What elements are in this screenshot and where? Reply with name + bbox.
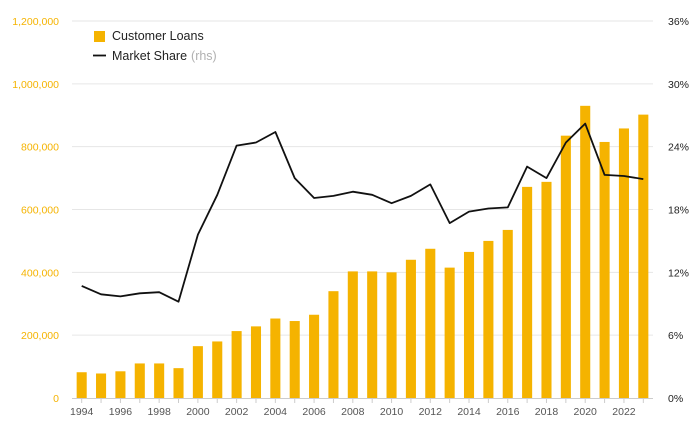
y-right-tick-label: 36% [668, 16, 689, 28]
x-tick-label: 2012 [419, 406, 443, 418]
y-right-tick-label: 0% [668, 393, 683, 405]
y-left-tick-label: 1,200,000 [12, 16, 59, 28]
bar [76, 372, 87, 398]
bar [212, 341, 223, 398]
bar [483, 240, 494, 398]
x-tick-label: 2014 [457, 406, 481, 418]
y-left-tick-label: 800,000 [21, 142, 59, 154]
bar [347, 271, 358, 398]
y-left-tick-label: 600,000 [21, 205, 59, 217]
legend-swatch-customer-loans [94, 31, 105, 42]
x-tick-label: 2020 [574, 406, 598, 418]
y-right-tick-label: 6% [668, 330, 683, 342]
legend-label-market-share-name: Market Share [112, 49, 187, 63]
bar [405, 259, 416, 398]
y-left-tick-label: 0 [53, 393, 59, 405]
legend-label-market-share-note: (rhs) [191, 49, 217, 63]
x-tick-label: 2006 [302, 406, 326, 418]
x-tick-label: 2018 [535, 406, 559, 418]
bar [134, 363, 145, 398]
y-right-tick-label: 30% [668, 79, 689, 91]
x-tick-label: 1994 [70, 406, 94, 418]
bar [173, 368, 184, 398]
bar-series-customer-loans [76, 105, 649, 398]
bar [425, 248, 436, 398]
x-tick-label: 2000 [186, 406, 210, 418]
y-left-tick-label: 1,000,000 [12, 79, 59, 91]
bar [96, 373, 107, 398]
y-right-tick-label: 18% [668, 205, 689, 217]
legend-label-market-share: Market Share (rhs) [112, 49, 217, 63]
bar [154, 363, 165, 398]
bar [192, 346, 203, 398]
y-left-tick-label: 200,000 [21, 330, 59, 342]
bar [541, 181, 552, 398]
bar [638, 114, 649, 398]
y-right-tick-label: 24% [668, 142, 689, 154]
x-tick-label: 2016 [496, 406, 520, 418]
x-tick-label: 2008 [341, 406, 365, 418]
line-series-market-share [81, 122, 644, 303]
bar [367, 271, 378, 398]
y-right-tick-label: 12% [668, 267, 689, 279]
x-tick-label: 1996 [109, 406, 133, 418]
x-tick-label: 2004 [264, 406, 288, 418]
bar [618, 128, 629, 398]
bar [289, 321, 300, 398]
bar [386, 272, 397, 398]
x-tick-label: 2002 [225, 406, 249, 418]
bar [444, 267, 455, 398]
legend: Customer Loans Market Share (rhs) [93, 29, 217, 63]
bar [309, 314, 320, 398]
bar [580, 105, 591, 398]
bar [599, 141, 610, 398]
legend-label-customer-loans: Customer Loans [112, 29, 204, 43]
x-tick-label: 2010 [380, 406, 404, 418]
bar [270, 318, 281, 398]
x-tick-label: 1998 [147, 406, 171, 418]
bar [463, 251, 475, 398]
bar [250, 326, 262, 398]
axes: 0 200,000 400,000 600,000 800,000 1,000,000 1,… [12, 16, 689, 418]
bar [502, 229, 513, 398]
bar [115, 371, 126, 398]
bar [328, 291, 339, 398]
bar [231, 331, 242, 398]
x-tick-label: 2022 [612, 406, 636, 418]
gridlines [72, 20, 653, 336]
bar [522, 186, 533, 398]
bar [560, 135, 571, 398]
y-left-tick-label: 400,000 [21, 267, 59, 279]
